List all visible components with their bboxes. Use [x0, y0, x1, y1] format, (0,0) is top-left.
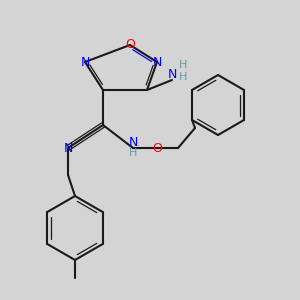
Text: H: H	[129, 148, 137, 158]
Text: N: N	[167, 68, 177, 82]
Text: N: N	[152, 56, 162, 68]
Text: H: H	[179, 72, 187, 82]
Text: N: N	[63, 142, 73, 154]
Text: N: N	[80, 56, 90, 68]
Text: N: N	[128, 136, 138, 149]
Text: H: H	[179, 60, 187, 70]
Text: O: O	[125, 38, 135, 52]
Text: O: O	[152, 142, 162, 154]
